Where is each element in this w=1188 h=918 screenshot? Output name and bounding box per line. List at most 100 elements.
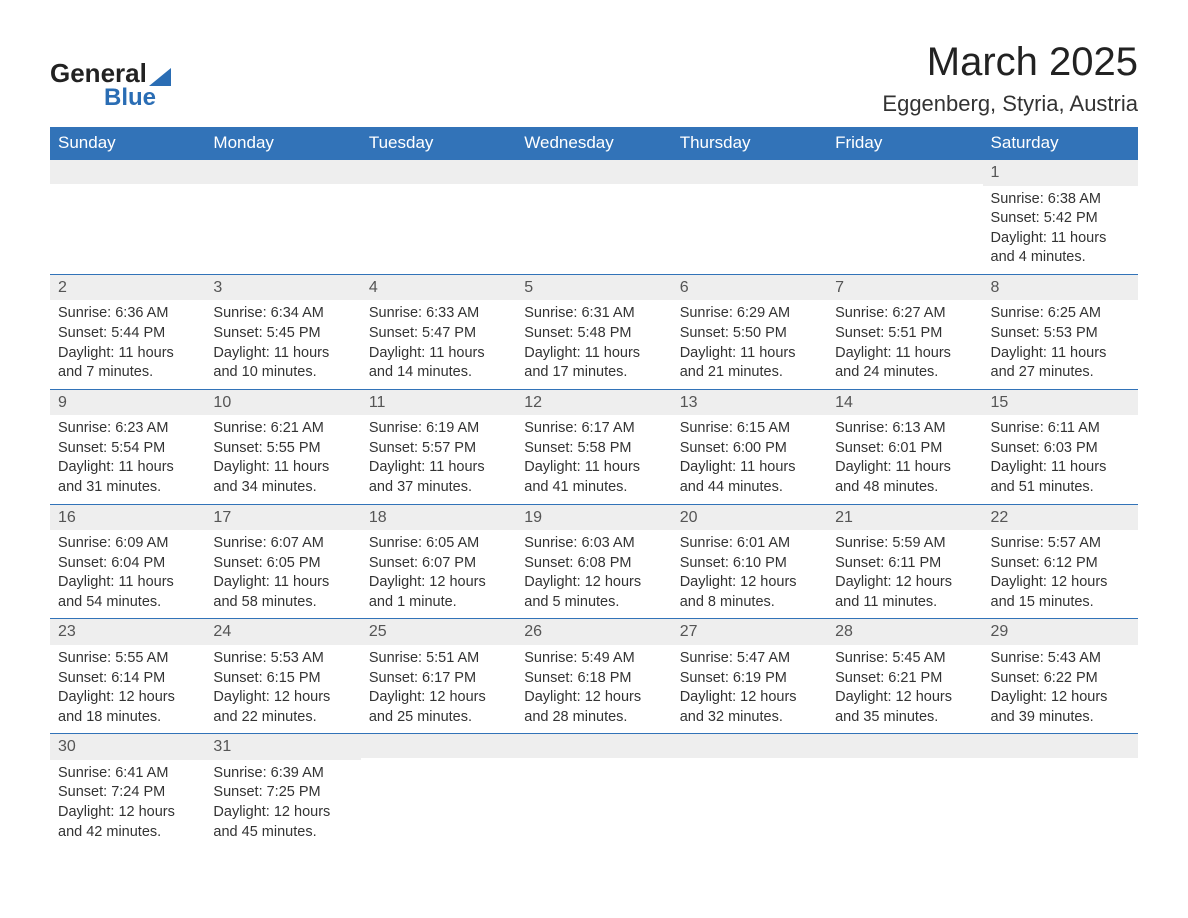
sunset-text: Sunset: 6:03 PM [991, 439, 1130, 459]
day-details: Sunrise: 6:38 AMSunset: 5:42 PMDaylight:… [983, 186, 1138, 274]
sunrise-text: Sunrise: 6:03 AM [524, 534, 663, 554]
day-details: Sunrise: 6:15 AMSunset: 6:00 PMDaylight:… [672, 415, 827, 503]
day-details: Sunrise: 5:57 AMSunset: 6:12 PMDaylight:… [983, 530, 1138, 618]
calendar-day-cell: 24Sunrise: 5:53 AMSunset: 6:15 PMDayligh… [205, 619, 360, 734]
day-number: 13 [672, 390, 827, 416]
daylight-text: Daylight: 12 hours and 28 minutes. [524, 688, 663, 727]
logo-blue: Blue [104, 86, 171, 110]
title-block: March 2025 Eggenberg, Styria, Austria [882, 40, 1138, 117]
day-details: Sunrise: 6:19 AMSunset: 5:57 PMDaylight:… [361, 415, 516, 503]
day-number-empty [205, 160, 360, 184]
sunrise-text: Sunrise: 6:17 AM [524, 419, 663, 439]
day-number: 5 [516, 275, 671, 301]
day-number: 1 [983, 160, 1138, 186]
calendar-day-cell [983, 734, 1138, 848]
calendar-day-cell [516, 734, 671, 848]
day-number: 28 [827, 619, 982, 645]
calendar-day-cell: 21Sunrise: 5:59 AMSunset: 6:11 PMDayligh… [827, 504, 982, 619]
calendar-day-cell: 3Sunrise: 6:34 AMSunset: 5:45 PMDaylight… [205, 274, 360, 389]
sunset-text: Sunset: 5:57 PM [369, 439, 508, 459]
daylight-text: Daylight: 11 hours and 54 minutes. [58, 573, 197, 612]
day-details-empty [516, 758, 671, 838]
day-number: 4 [361, 275, 516, 301]
day-details-empty [361, 758, 516, 838]
daylight-text: Daylight: 11 hours and 14 minutes. [369, 344, 508, 383]
sunrise-text: Sunrise: 6:31 AM [524, 304, 663, 324]
calendar-header-row: SundayMondayTuesdayWednesdayThursdayFrid… [50, 127, 1138, 160]
calendar-week-row: 16Sunrise: 6:09 AMSunset: 6:04 PMDayligh… [50, 504, 1138, 619]
daylight-text: Daylight: 11 hours and 17 minutes. [524, 344, 663, 383]
sunset-text: Sunset: 6:00 PM [680, 439, 819, 459]
day-number-empty [827, 160, 982, 184]
day-header: Monday [205, 127, 360, 160]
sunrise-text: Sunrise: 6:41 AM [58, 764, 197, 784]
sunset-text: Sunset: 6:22 PM [991, 669, 1130, 689]
sunset-text: Sunset: 5:47 PM [369, 324, 508, 344]
calendar-week-row: 1Sunrise: 6:38 AMSunset: 5:42 PMDaylight… [50, 160, 1138, 275]
sunrise-text: Sunrise: 6:23 AM [58, 419, 197, 439]
daylight-text: Daylight: 11 hours and 24 minutes. [835, 344, 974, 383]
day-details-empty [672, 184, 827, 264]
sunrise-text: Sunrise: 6:05 AM [369, 534, 508, 554]
daylight-text: Daylight: 12 hours and 22 minutes. [213, 688, 352, 727]
sunset-text: Sunset: 6:18 PM [524, 669, 663, 689]
day-details: Sunrise: 5:49 AMSunset: 6:18 PMDaylight:… [516, 645, 671, 733]
sunset-text: Sunset: 6:04 PM [58, 554, 197, 574]
day-header: Saturday [983, 127, 1138, 160]
sunrise-text: Sunrise: 5:51 AM [369, 649, 508, 669]
day-details: Sunrise: 6:01 AMSunset: 6:10 PMDaylight:… [672, 530, 827, 618]
day-header: Tuesday [361, 127, 516, 160]
day-number-empty [827, 734, 982, 758]
sunset-text: Sunset: 6:11 PM [835, 554, 974, 574]
calendar-day-cell: 2Sunrise: 6:36 AMSunset: 5:44 PMDaylight… [50, 274, 205, 389]
day-details: Sunrise: 6:27 AMSunset: 5:51 PMDaylight:… [827, 300, 982, 388]
calendar-day-cell: 13Sunrise: 6:15 AMSunset: 6:00 PMDayligh… [672, 389, 827, 504]
day-header: Sunday [50, 127, 205, 160]
daylight-text: Daylight: 11 hours and 34 minutes. [213, 458, 352, 497]
sunrise-text: Sunrise: 5:45 AM [835, 649, 974, 669]
calendar-week-row: 9Sunrise: 6:23 AMSunset: 5:54 PMDaylight… [50, 389, 1138, 504]
day-details: Sunrise: 6:11 AMSunset: 6:03 PMDaylight:… [983, 415, 1138, 503]
day-details: Sunrise: 6:13 AMSunset: 6:01 PMDaylight:… [827, 415, 982, 503]
calendar-day-cell: 15Sunrise: 6:11 AMSunset: 6:03 PMDayligh… [983, 389, 1138, 504]
sunset-text: Sunset: 6:15 PM [213, 669, 352, 689]
day-number: 14 [827, 390, 982, 416]
sunset-text: Sunset: 6:08 PM [524, 554, 663, 574]
day-details-empty [516, 184, 671, 264]
day-number: 30 [50, 734, 205, 760]
day-number: 2 [50, 275, 205, 301]
sunrise-text: Sunrise: 5:55 AM [58, 649, 197, 669]
sunset-text: Sunset: 5:45 PM [213, 324, 352, 344]
sunrise-text: Sunrise: 5:57 AM [991, 534, 1130, 554]
sunrise-text: Sunrise: 6:21 AM [213, 419, 352, 439]
day-details: Sunrise: 5:43 AMSunset: 6:22 PMDaylight:… [983, 645, 1138, 733]
calendar-day-cell: 6Sunrise: 6:29 AMSunset: 5:50 PMDaylight… [672, 274, 827, 389]
calendar-day-cell: 19Sunrise: 6:03 AMSunset: 6:08 PMDayligh… [516, 504, 671, 619]
day-number: 24 [205, 619, 360, 645]
sunrise-text: Sunrise: 6:27 AM [835, 304, 974, 324]
daylight-text: Daylight: 12 hours and 45 minutes. [213, 803, 352, 842]
daylight-text: Daylight: 11 hours and 10 minutes. [213, 344, 352, 383]
daylight-text: Daylight: 11 hours and 7 minutes. [58, 344, 197, 383]
sunrise-text: Sunrise: 6:29 AM [680, 304, 819, 324]
sunset-text: Sunset: 6:12 PM [991, 554, 1130, 574]
day-details-empty [205, 184, 360, 264]
calendar-day-cell: 28Sunrise: 5:45 AMSunset: 6:21 PMDayligh… [827, 619, 982, 734]
daylight-text: Daylight: 11 hours and 27 minutes. [991, 344, 1130, 383]
day-number: 29 [983, 619, 1138, 645]
sunrise-text: Sunrise: 6:36 AM [58, 304, 197, 324]
daylight-text: Daylight: 12 hours and 18 minutes. [58, 688, 197, 727]
sunset-text: Sunset: 5:42 PM [991, 209, 1130, 229]
sunset-text: Sunset: 5:58 PM [524, 439, 663, 459]
daylight-text: Daylight: 12 hours and 39 minutes. [991, 688, 1130, 727]
calendar-day-cell: 11Sunrise: 6:19 AMSunset: 5:57 PMDayligh… [361, 389, 516, 504]
calendar-table: SundayMondayTuesdayWednesdayThursdayFrid… [50, 127, 1138, 848]
calendar-day-cell [672, 160, 827, 275]
day-details: Sunrise: 6:17 AMSunset: 5:58 PMDaylight:… [516, 415, 671, 503]
calendar-day-cell: 16Sunrise: 6:09 AMSunset: 6:04 PMDayligh… [50, 504, 205, 619]
day-details: Sunrise: 6:21 AMSunset: 5:55 PMDaylight:… [205, 415, 360, 503]
sunset-text: Sunset: 6:17 PM [369, 669, 508, 689]
day-number: 3 [205, 275, 360, 301]
daylight-text: Daylight: 12 hours and 1 minute. [369, 573, 508, 612]
daylight-text: Daylight: 11 hours and 4 minutes. [991, 229, 1130, 268]
